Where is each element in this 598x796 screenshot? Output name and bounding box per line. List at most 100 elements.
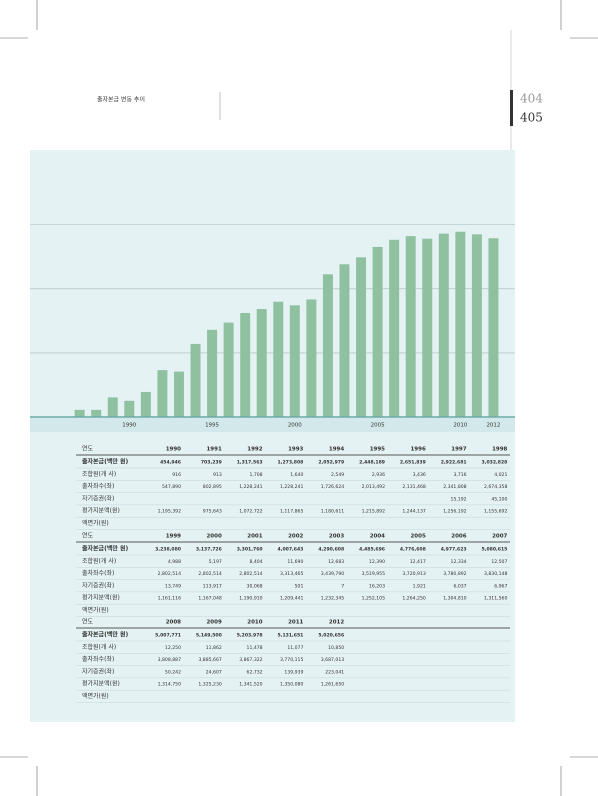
table-cell: 975,643	[203, 509, 222, 515]
column-header: 1992	[247, 447, 262, 453]
table-cell: 1,215,892	[362, 509, 385, 515]
table-cell: 4,977,623	[441, 547, 467, 553]
row-label: 출자본금(백만 원)	[82, 458, 128, 466]
table-cell: 1,161,116	[158, 596, 181, 602]
bar	[223, 322, 234, 417]
column-header: 2004	[370, 534, 385, 540]
table-cell: 454,946	[160, 460, 181, 466]
table-cell: 12,683	[328, 559, 344, 565]
table-cell: 3,780,892	[443, 571, 466, 577]
column-header: 2005	[410, 534, 425, 540]
row-label: 평가지분액(원)	[82, 594, 120, 602]
table-cell: 15,192	[451, 496, 467, 502]
table-cell: 2,052,979	[318, 460, 344, 466]
table-cell: 3,720,913	[402, 571, 425, 577]
bar	[124, 400, 135, 417]
table-cell: 12,250	[165, 645, 181, 651]
table-cell: 1,232,345	[321, 596, 344, 602]
table-cell: 3,137,726	[196, 547, 222, 553]
row-label: 자기증권(좌)	[82, 494, 114, 502]
table-cell: 5,203,978	[237, 633, 263, 639]
table-cell: 1,317,563	[237, 460, 263, 466]
column-header: 1995	[370, 447, 385, 453]
page-number: 404	[520, 92, 543, 106]
table-cell: 3,519,955	[362, 571, 385, 577]
bar	[372, 246, 383, 417]
x-tick-label: 2005	[371, 423, 385, 429]
column-header: 2000	[206, 534, 221, 540]
table-cell: 8,404	[249, 559, 262, 565]
x-tick-label: 1995	[205, 423, 219, 429]
table-cell: 1,190,910	[239, 596, 262, 602]
row-label: 평가지분액(원)	[82, 680, 120, 688]
column-header: 2001	[247, 534, 262, 540]
column-header: 1991	[206, 447, 221, 453]
column-header: 1997	[451, 447, 466, 453]
bar	[488, 238, 499, 417]
table-cell: 3,313,465	[280, 571, 303, 577]
bar	[240, 312, 251, 417]
bar	[256, 309, 267, 417]
row-label: 자기증권(좌)	[82, 581, 114, 589]
page-header: 출자본금 변동 추이	[97, 96, 145, 104]
table-cell: 4,290,608	[318, 547, 344, 553]
table-cell: 1,273,808	[278, 460, 304, 466]
row-header: 연도	[82, 445, 94, 453]
table-cell: 1,228,241	[239, 484, 262, 490]
table-cell: 501	[295, 583, 304, 589]
table-cell: 547,890	[162, 484, 181, 490]
column-header: 2012	[329, 620, 344, 626]
bar	[471, 234, 482, 417]
table-cell: 6,967	[494, 583, 507, 589]
bar	[339, 264, 350, 417]
column-header: 2010	[247, 620, 262, 626]
table-cell: 1,072,722	[239, 509, 262, 515]
table-cell: 2,448,189	[359, 460, 385, 466]
table-cell: 2,922,681	[441, 460, 467, 466]
table-cell: 2,341,808	[443, 484, 466, 490]
bar	[157, 370, 168, 417]
table-cell: 3,867,322	[239, 657, 262, 663]
table-cell: 4,988	[168, 559, 181, 565]
table-cell: 1,311,560	[484, 596, 507, 602]
page-number: 405	[520, 111, 543, 125]
table-cell: 2,651,839	[400, 460, 426, 466]
table-cell: 2,936	[372, 472, 385, 478]
table-cell: 5,020,656	[318, 633, 344, 639]
row-label: 조합원(개 사)	[82, 470, 116, 478]
table-cell: 12,507	[491, 559, 507, 565]
table-cell: 1,708	[249, 472, 262, 478]
table-cell: 2,013,492	[362, 484, 385, 490]
column-header: 2003	[329, 534, 344, 540]
table-cell: 1,921	[413, 583, 426, 589]
column-header: 2011	[288, 620, 303, 626]
table-cell: 1,209,441	[280, 596, 303, 602]
table-cell: 12,417	[410, 559, 426, 565]
table-cell: 5,197	[209, 559, 222, 565]
bar	[356, 257, 367, 417]
x-tick-label: 2010	[453, 423, 467, 429]
table-cell: 3,770,115	[280, 657, 303, 663]
table-cell: 16,203	[369, 583, 385, 589]
table-cell: 1,256,192	[443, 509, 466, 515]
bar	[455, 231, 466, 417]
table-cell: 139,939	[284, 669, 303, 675]
table-cell: 4,776,608	[400, 547, 426, 553]
table-cell: 3,830,148	[484, 571, 507, 577]
bar	[107, 397, 118, 417]
row-label: 출자좌수(좌)	[82, 655, 114, 663]
bar	[190, 343, 201, 417]
table-cell: 1,314,750	[158, 682, 181, 688]
table-cell: 2,549	[331, 472, 344, 478]
row-header: 연도	[82, 618, 94, 626]
table-cell: 10,850	[328, 645, 344, 651]
bar	[438, 233, 449, 417]
table-cell: 12,334	[451, 559, 467, 565]
table-cell: 1,264,250	[402, 596, 425, 602]
row-label: 평가지분액(원)	[82, 507, 120, 515]
table-cell: 3,439,790	[321, 571, 344, 577]
table-cell: 24,607	[206, 669, 222, 675]
table-cell: 1,167,048	[198, 596, 221, 602]
table-cell: 2,131,468	[402, 484, 425, 490]
table-cell: 2,802,514	[239, 571, 262, 577]
